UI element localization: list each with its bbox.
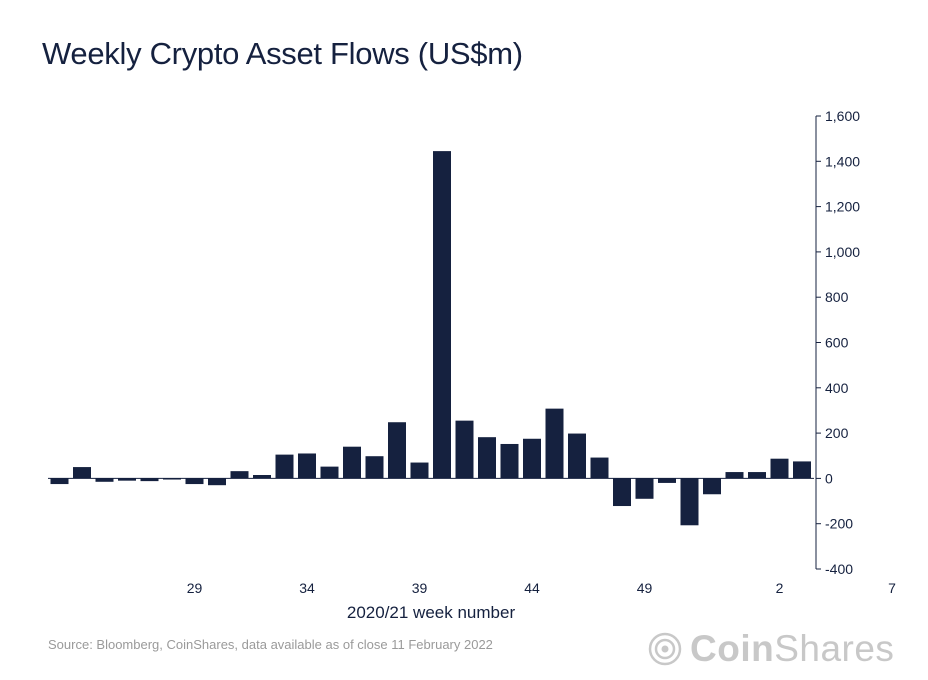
- y-tick-label: 1,200: [825, 199, 860, 215]
- y-axis: -400 -200 0 200 400 600 800 1,000 1,200 1,400 1,60…: [815, 108, 860, 577]
- bar-week-41: [388, 422, 406, 479]
- bar-week-6: [793, 461, 811, 479]
- chart-title: Weekly Crypto Asset Flows (US$m): [42, 36, 523, 71]
- bar-week-3: [725, 472, 744, 479]
- bar-week-36: [275, 454, 294, 479]
- bar-week-27: [73, 467, 91, 479]
- y-tick-label: 0: [825, 470, 833, 486]
- bar-week-50: [590, 457, 609, 479]
- bar-week-38: [320, 466, 339, 479]
- bar-week-34: [230, 471, 249, 479]
- x-tick-label: 39: [412, 580, 428, 596]
- bar-week-45: [478, 437, 496, 479]
- bar-week-33: [208, 478, 226, 486]
- x-tick-label: 7: [888, 580, 896, 596]
- bar-week-39: [343, 446, 361, 479]
- y-tick-label: 200: [825, 425, 849, 441]
- bar-week-35: [253, 475, 271, 479]
- logo-word-bold: Coin: [690, 628, 775, 669]
- x-axis-title: 2020/21 week number: [347, 603, 516, 622]
- bar-week-44: [455, 420, 474, 479]
- bar-week-29: [118, 478, 136, 481]
- bar-week-26: [50, 478, 69, 485]
- x-axis: 29 34 39 44 49 2 7: [187, 580, 896, 596]
- coinshares-logo-icon: [648, 632, 682, 666]
- bar-week-5: [770, 458, 789, 479]
- y-tick-label: 1,400: [825, 153, 860, 169]
- bar-week-32: [185, 478, 204, 485]
- y-tick-label: 1,000: [825, 244, 860, 260]
- bar-week-1: [680, 478, 699, 526]
- bar-week-40: [365, 456, 384, 479]
- x-tick-label: 29: [187, 580, 203, 596]
- bar-week-49: [568, 433, 586, 479]
- bars-group: [50, 151, 811, 526]
- x-tick-label: 34: [299, 580, 315, 596]
- x-tick-label: 44: [524, 580, 540, 596]
- bar-week-30: [140, 478, 159, 482]
- y-tick-label: 800: [825, 289, 849, 305]
- bar-week-28: [95, 478, 114, 482]
- y-tick-label: -200: [825, 516, 853, 532]
- bar-week-37: [298, 453, 316, 479]
- bar-week-4: [748, 472, 766, 479]
- bar-week-47: [523, 438, 541, 479]
- bar-week-2: [703, 478, 721, 495]
- x-tick-label: 49: [637, 580, 653, 596]
- source-note: Source: Bloomberg, CoinShares, data avai…: [48, 637, 493, 652]
- y-tick-label: 600: [825, 335, 849, 351]
- y-tick-label: 400: [825, 380, 849, 396]
- bar-week-42: [410, 462, 429, 479]
- bar-week-43: [433, 151, 451, 479]
- x-tick-label: 2: [776, 580, 784, 596]
- y-tick-label: 1,600: [825, 108, 860, 124]
- bar-week-51: [613, 478, 631, 507]
- bar-week-46: [500, 443, 519, 479]
- bar-week-31: [163, 478, 181, 480]
- y-tick-label: -400: [825, 561, 853, 577]
- coinshares-wordmark: CoinShares: [690, 628, 894, 670]
- coinshares-logo: CoinShares: [648, 628, 894, 670]
- bar-week-53: [658, 478, 676, 483]
- bar-week-48: [545, 408, 564, 479]
- logo-word-regular: Shares: [774, 628, 895, 669]
- bar-week-52: [635, 478, 654, 499]
